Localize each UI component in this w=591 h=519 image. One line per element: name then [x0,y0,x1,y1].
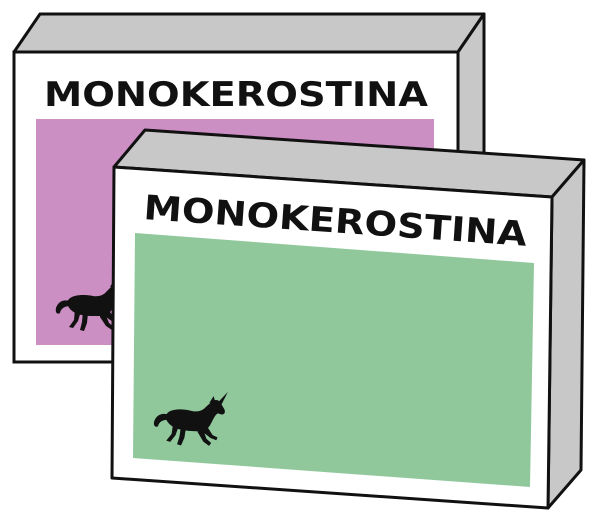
front-box: MONOKEROSTINA [110,128,586,510]
back-box-title: MONOKEROSTINA [44,75,429,115]
back-box-top-face [12,12,486,54]
front-box-color-panel [133,233,534,487]
front-box-side-face [546,158,586,510]
